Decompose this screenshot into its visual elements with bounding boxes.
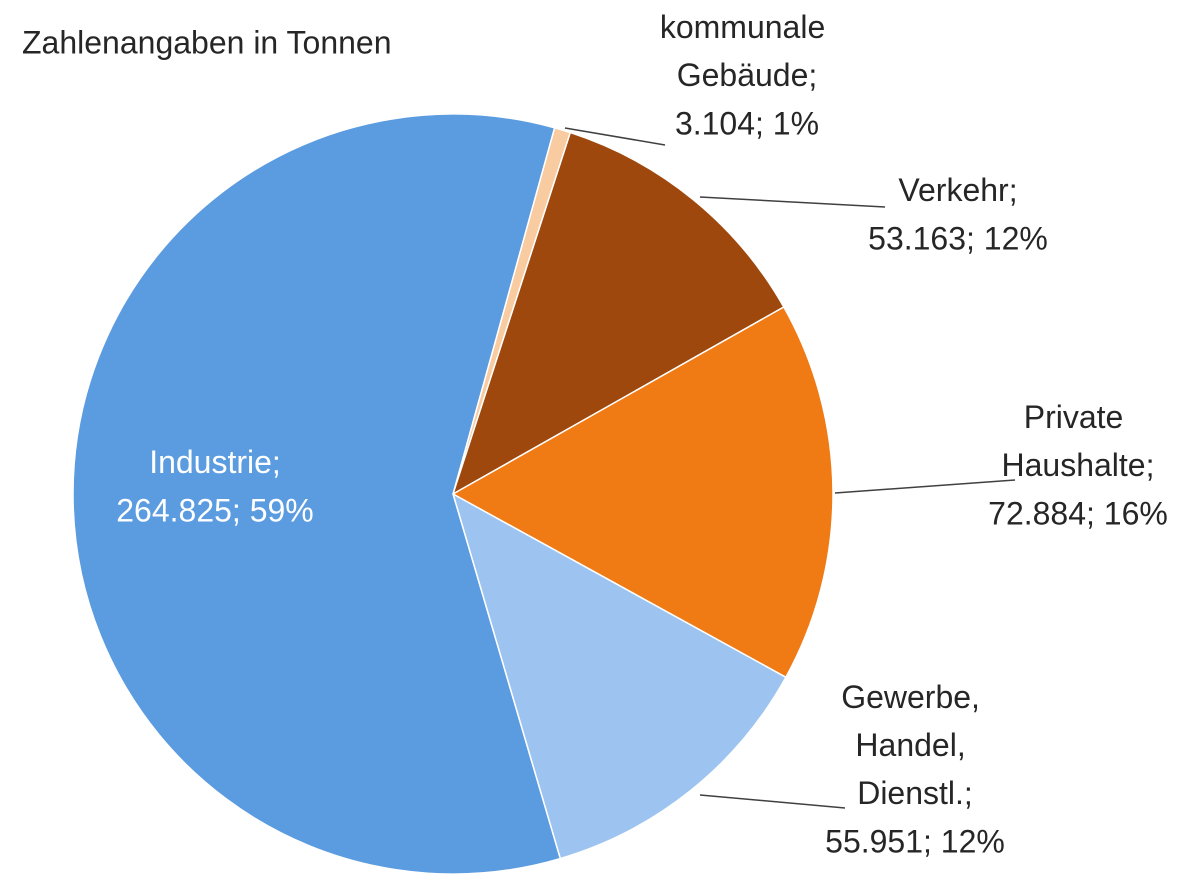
- pie-slice: [451, 492, 787, 860]
- data-label-value: 53.163; 12%: [868, 220, 1048, 256]
- data-label-value: 55.951; 12%: [825, 823, 1005, 859]
- data-label-name: kommunale Gebäude: [660, 9, 834, 93]
- pie-slice: [451, 305, 834, 679]
- label-separator: ;: [1146, 447, 1155, 483]
- data-label-value: 264.825; 59%: [116, 492, 314, 528]
- chart-title: Zahlenangaben in Tonnen: [22, 24, 392, 60]
- data-label-name: Industrie: [149, 444, 272, 480]
- label-separator: ;: [808, 57, 817, 93]
- leader-line: [699, 196, 886, 208]
- label-separator: ;: [272, 444, 281, 480]
- label-separator: ;: [1009, 172, 1018, 208]
- data-label-name: Verkehr: [898, 172, 1009, 208]
- data-label-name: Gewerbe, Handel, Dienstl.: [841, 679, 989, 811]
- leader-line: [699, 794, 846, 809]
- data-label-value: 3.104; 1%: [675, 105, 819, 141]
- pie-slice: [72, 113, 562, 875]
- label-separator: ;: [964, 775, 973, 811]
- leader-line: [564, 127, 666, 146]
- data-label-name: Private Haushalte: [1002, 399, 1146, 483]
- leader-line: [834, 479, 1016, 494]
- pie-slice: [451, 131, 785, 496]
- data-label-value: 72.884; 16%: [988, 495, 1168, 531]
